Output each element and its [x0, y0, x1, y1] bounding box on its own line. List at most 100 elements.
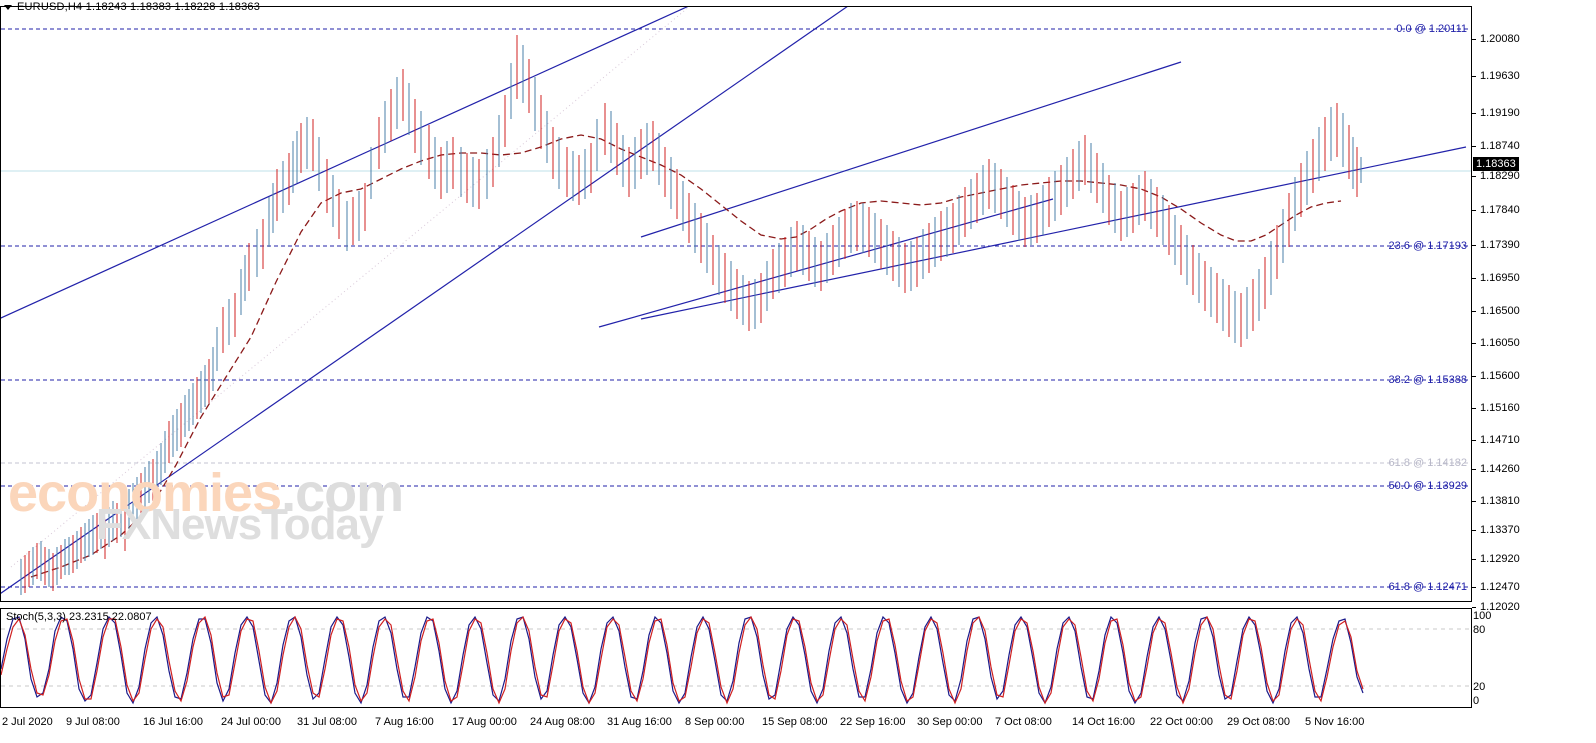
tick-mark-icon [1472, 586, 1476, 588]
current-price-badge: 1.18363 [1473, 157, 1519, 171]
price-tick-label: 1.12020 [1480, 601, 1520, 613]
price-tick-label: 1.14710 [1480, 434, 1520, 446]
stoch-tick: 80 [1472, 624, 1485, 636]
tick-mark-icon [1472, 209, 1476, 211]
price-chart-panel[interactable]: 0.0 @ 1.20111 23.6 @ 1.17193 38.2 @ 1.15… [0, 6, 1472, 602]
tick-mark-icon [1472, 529, 1476, 531]
price-tick-label: 1.20080 [1480, 33, 1520, 45]
price-tick: 1.16050 [1472, 337, 1520, 349]
time-tick-label: 31 Aug 16:00 [607, 716, 672, 728]
stochastic-label: Stoch(5,3,3) 23.2315 22.0807 [6, 611, 152, 623]
stoch-tick-label: 0 [1473, 695, 1480, 707]
candlestick-series [20, 35, 1362, 595]
stochastic-svg [1, 615, 1471, 705]
price-tick-label: 1.17390 [1480, 239, 1520, 251]
price-tick-label: 1.14260 [1480, 463, 1520, 475]
time-tick-label: 7 Aug 16:00 [375, 716, 434, 728]
price-tick: 1.17840 [1472, 204, 1520, 216]
tick-mark-icon [1472, 310, 1476, 312]
price-tick-label: 1.16500 [1480, 305, 1520, 317]
price-tick-label: 1.18290 [1480, 170, 1520, 182]
price-tick: 1.19630 [1472, 70, 1520, 82]
fibonacci-lines [1, 28, 1471, 588]
price-tick: 1.13370 [1472, 524, 1520, 536]
price-tick: 1.14260 [1472, 463, 1520, 475]
stoch-tick-label: 100 [1473, 610, 1492, 622]
fib-label-0: 0.0 @ 1.20111 [1396, 23, 1467, 35]
price-tick-label: 1.12470 [1480, 581, 1520, 593]
fib-label-236: 23.6 @ 1.17193 [1388, 240, 1467, 252]
fib-label-382: 38.2 @ 1.15388 [1388, 374, 1467, 386]
channel-lower-support [598, 198, 1054, 328]
symbol-ohlc-label: EURUSD,H4 1.18243 1.18383 1.18228 1.1836… [17, 1, 261, 13]
tick-mark-icon [1472, 112, 1476, 114]
time-tick-label: 16 Jul 16:00 [143, 716, 203, 728]
stochastic-panel[interactable]: Stoch(5,3,3) 23.2315 22.0807 [0, 608, 1472, 708]
price-tick: 1.15160 [1472, 402, 1520, 414]
time-tick-label: 24 Aug 08:00 [530, 716, 595, 728]
moving-average-line [30, 134, 1342, 578]
price-tick: 1.12020 [1472, 601, 1520, 613]
time-tick-label: 7 Oct 08:00 [995, 716, 1052, 728]
time-tick-label: 22 Oct 00:00 [1150, 716, 1213, 728]
price-tick-label: 1.15160 [1480, 402, 1520, 414]
time-tick-label: 15 Sep 08:00 [762, 716, 828, 728]
price-tick: 1.20080 [1472, 33, 1520, 45]
price-tick-label: 1.15600 [1480, 370, 1520, 382]
time-tick-label: 8 Sep 00:00 [685, 716, 745, 728]
fib-label-618-upper: 61.8 @ 1.14182 [1388, 457, 1467, 469]
price-tick-label: 1.16950 [1480, 272, 1520, 284]
tick-mark-icon [1472, 407, 1476, 409]
tick-mark-icon [1472, 468, 1476, 470]
price-tick: 1.12470 [1472, 581, 1520, 593]
tick-mark-icon [1472, 558, 1476, 560]
tick-mark-icon [1472, 375, 1476, 377]
time-tick-label: 29 Oct 08:00 [1227, 716, 1290, 728]
tick-mark-icon [1472, 439, 1476, 441]
time-tick-label: 30 Sep 00:00 [917, 716, 983, 728]
time-axis[interactable]: 2 Jul 2020 9 Jul 08:00 16 Jul 16:00 24 J… [0, 712, 1596, 736]
time-tick-label: 22 Sep 16:00 [840, 716, 906, 728]
tick-mark-icon [1472, 145, 1476, 147]
price-tick-label: 1.12920 [1480, 553, 1520, 565]
fib-label-618-lower: 61.8 @ 1.12471 [1388, 581, 1467, 593]
stochastic-k-line [1, 615, 1364, 705]
tick-mark-icon [1472, 500, 1476, 502]
tick-mark-icon [1472, 277, 1476, 279]
price-tick-label: 1.17840 [1480, 204, 1520, 216]
price-tick-label: 1.13370 [1480, 524, 1520, 536]
price-tick: 1.19190 [1472, 107, 1520, 119]
stoch-tick-label: 80 [1473, 624, 1486, 636]
tick-mark-icon [1472, 342, 1476, 344]
time-tick-label: 17 Aug 00:00 [452, 716, 517, 728]
price-tick: 1.12920 [1472, 553, 1520, 565]
time-tick-label: 9 Jul 08:00 [66, 716, 120, 728]
tick-mark-icon [1472, 75, 1476, 77]
price-tick-label: 1.19630 [1480, 70, 1520, 82]
tick-mark-icon [1472, 175, 1476, 177]
stoch-tick-label: 20 [1473, 681, 1486, 693]
fib-label-500: 50.0 @ 1.13929 [1388, 480, 1467, 492]
tick-mark-icon [1472, 38, 1476, 40]
price-tick-label: 1.18740 [1480, 140, 1520, 152]
price-tick: 1.15600 [1472, 370, 1520, 382]
price-tick-label: 1.19190 [1480, 107, 1520, 119]
price-tick: 1.16500 [1472, 305, 1520, 317]
price-tick: 1.17390 [1472, 239, 1520, 251]
time-tick-label: 2 Jul 2020 [2, 716, 53, 728]
price-axis[interactable]: 1.20080 1.19630 1.19190 1.18740 1.18290 … [1472, 6, 1596, 613]
price-tick: 1.16950 [1472, 272, 1520, 284]
triangle-down-icon[interactable] [4, 4, 12, 10]
stoch-tick: 20 [1472, 681, 1485, 693]
price-tick: 1.14710 [1472, 434, 1520, 446]
price-chart-svg [1, 7, 1471, 595]
price-tick: 1.18740 [1472, 140, 1520, 152]
tick-mark-icon [1472, 244, 1476, 246]
stochastic-plot-area [1, 609, 1471, 707]
time-tick-label: 5 Nov 16:00 [1305, 716, 1365, 728]
price-tick: 1.13810 [1472, 495, 1520, 507]
symbol-header: EURUSD,H4 1.18243 1.18383 1.18228 1.1836… [0, 0, 260, 14]
stoch-tick: 100 [1472, 610, 1491, 622]
stochastic-axis[interactable]: 100 80 20 0 [1472, 608, 1596, 708]
